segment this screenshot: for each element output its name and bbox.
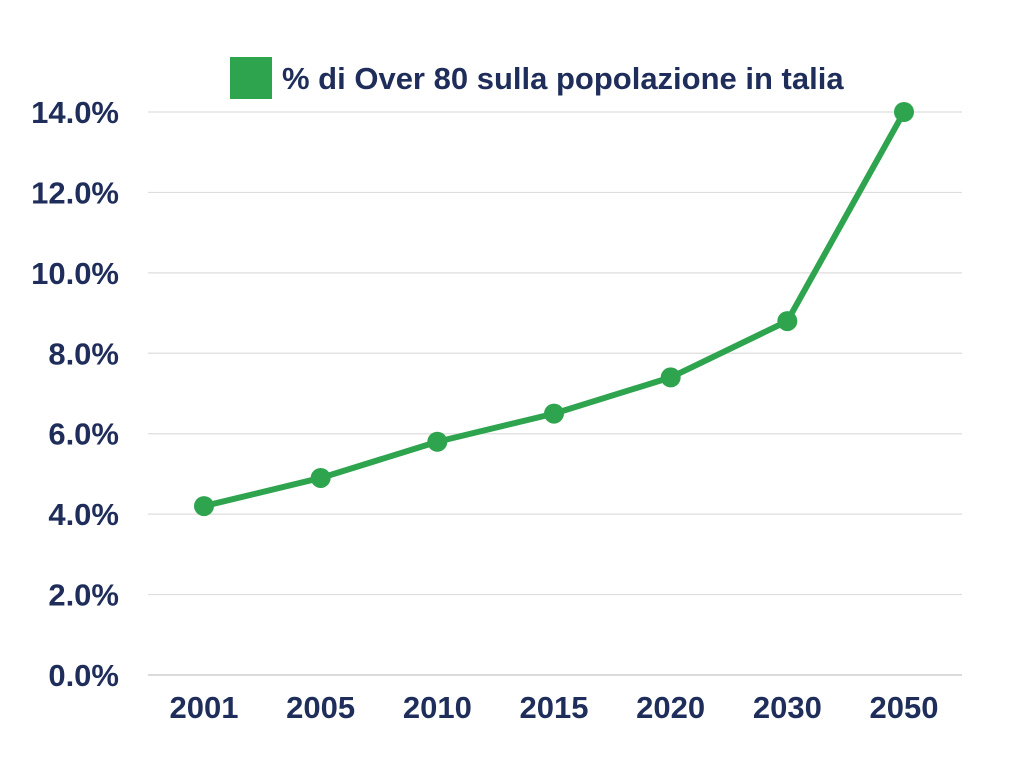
series-line <box>201 109 907 510</box>
y-tick-label: 8.0% <box>48 336 119 371</box>
x-tick-label: 2001 <box>170 690 239 725</box>
x-axis-ticks: 2001 2005 2010 2015 2020 2030 2050 <box>170 690 939 725</box>
x-tick-label: 2005 <box>286 690 355 725</box>
x-tick-label: 2050 <box>870 690 939 725</box>
y-tick-label: 10.0% <box>31 256 119 291</box>
y-tick-label: 4.0% <box>48 497 119 532</box>
y-axis-ticks: 0.0% 2.0% 4.0% 6.0% 8.0% 10.0% 12.0% 14.0% <box>31 95 119 693</box>
gridlines <box>148 111 962 676</box>
data-point <box>660 367 681 388</box>
data-point <box>310 467 331 488</box>
data-point <box>194 496 214 517</box>
y-tick-label: 14.0% <box>31 95 119 130</box>
legend: % di Over 80 sulla popolazione in talia <box>230 57 844 99</box>
x-tick-label: 2010 <box>403 690 472 725</box>
x-tick-label: 2030 <box>753 690 822 725</box>
y-tick-label: 0.0% <box>48 658 119 693</box>
x-tick-label: 2015 <box>520 690 589 725</box>
data-point <box>894 102 914 122</box>
legend-label: % di Over 80 sulla popolazione in talia <box>282 61 844 96</box>
data-point <box>427 431 448 452</box>
y-tick-label: 2.0% <box>48 578 119 613</box>
y-tick-label: 12.0% <box>31 175 119 210</box>
series-group <box>194 102 914 517</box>
y-tick-label: 6.0% <box>48 417 119 452</box>
data-point <box>777 311 798 332</box>
x-tick-label: 2020 <box>636 690 705 725</box>
legend-swatch <box>230 57 272 99</box>
data-point <box>544 403 564 424</box>
